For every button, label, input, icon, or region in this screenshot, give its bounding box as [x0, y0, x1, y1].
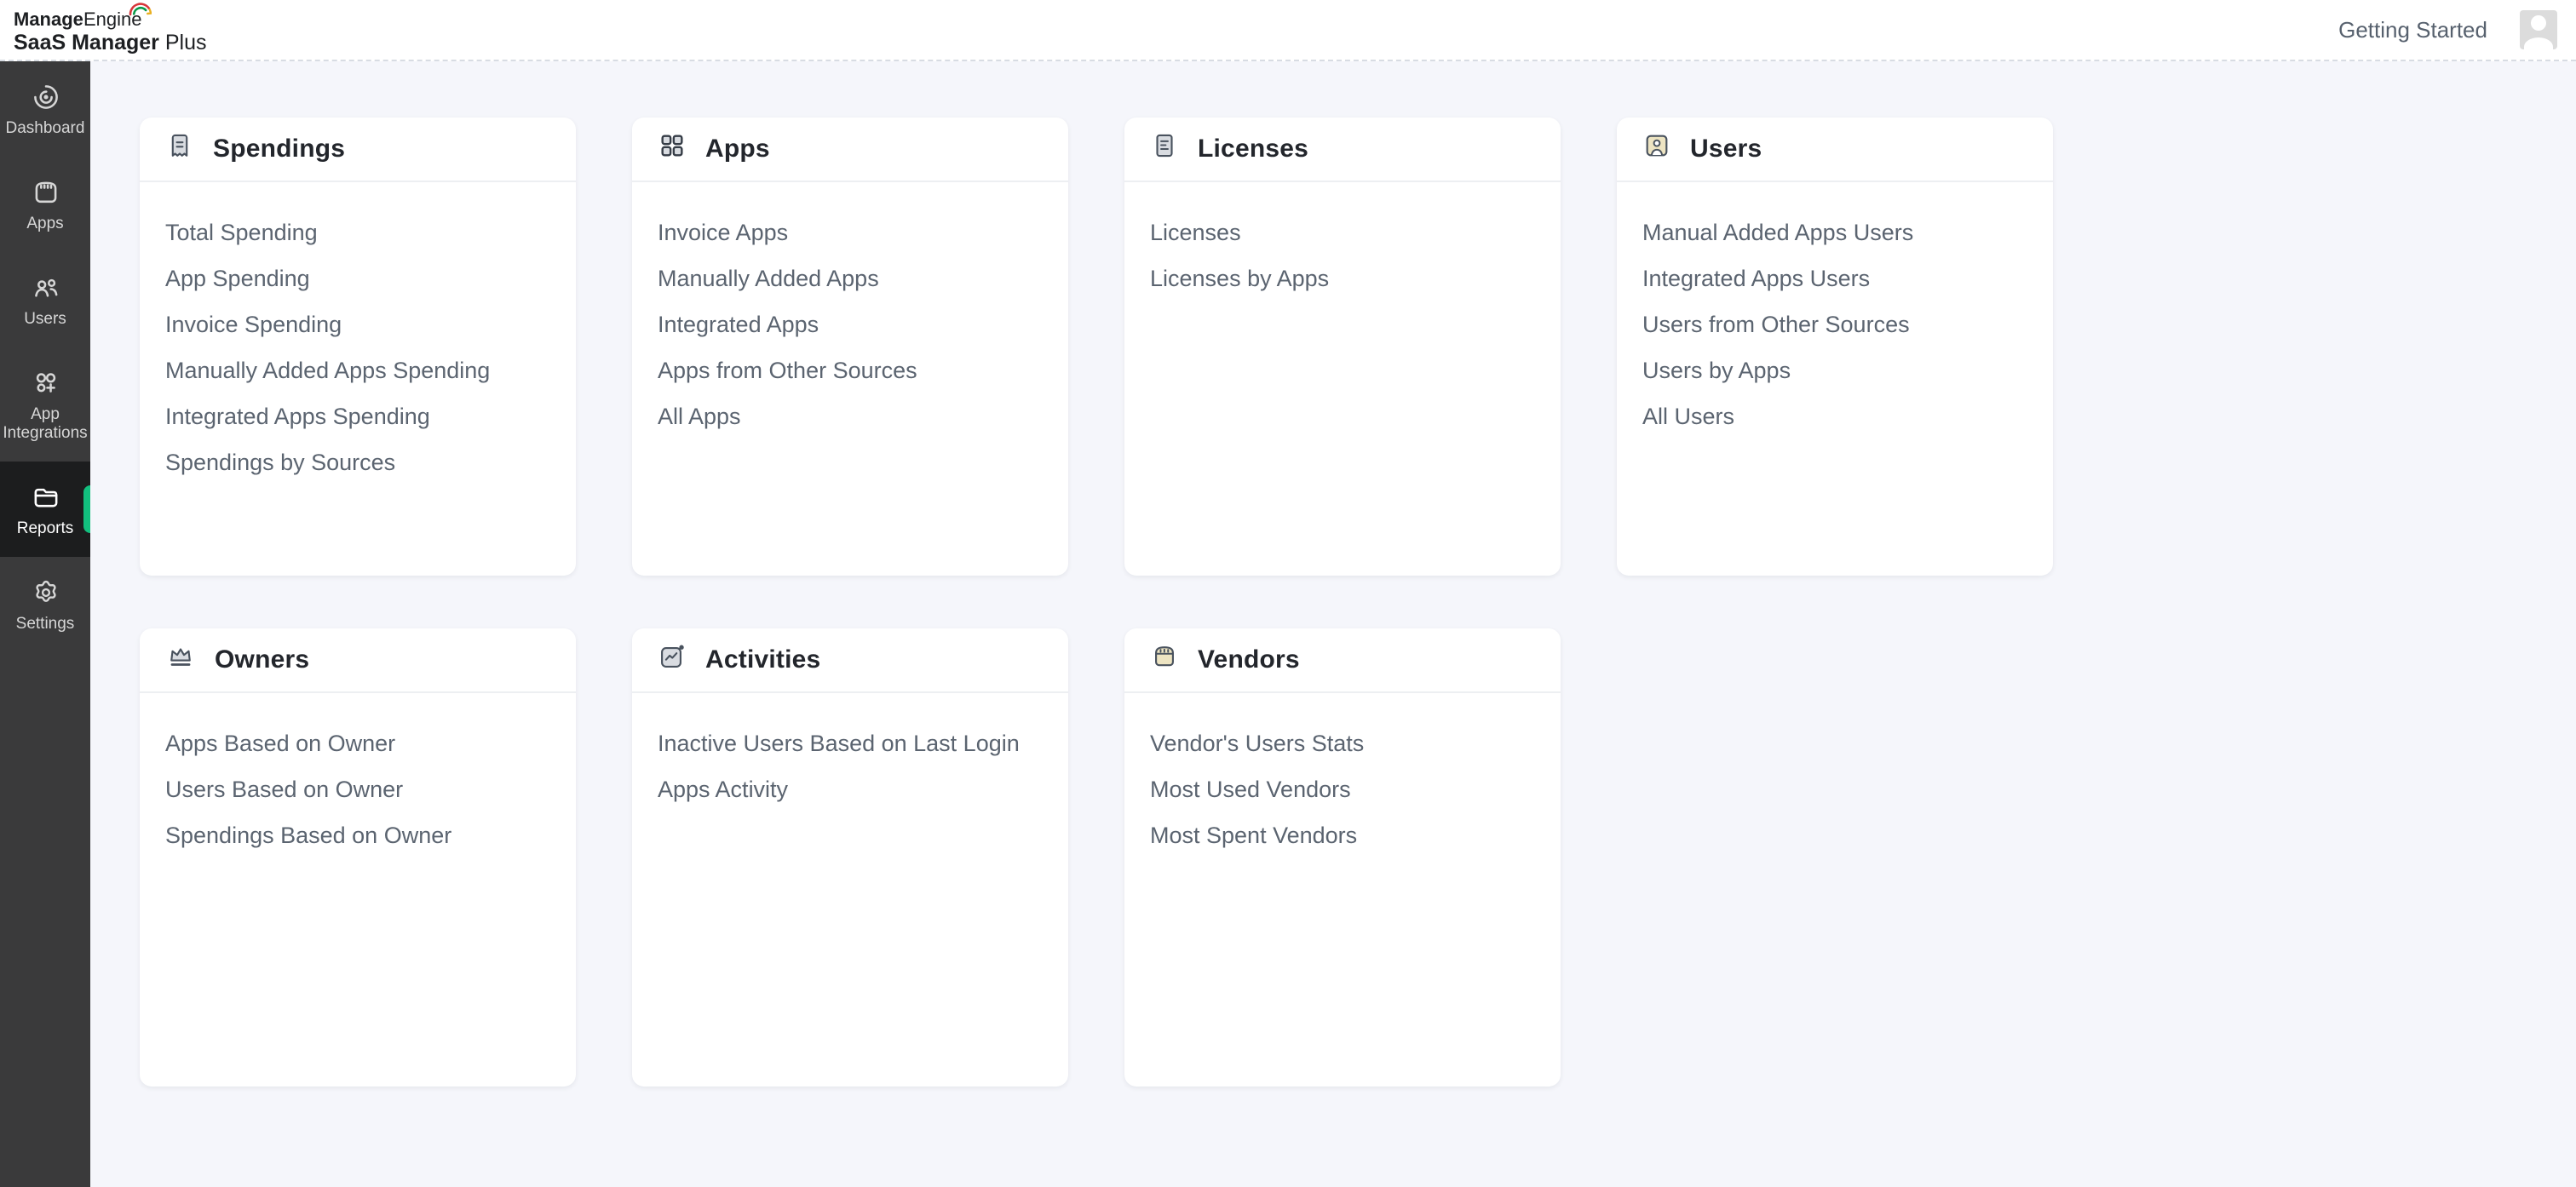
- report-link-apps-from-other-sources[interactable]: Apps from Other Sources: [658, 358, 917, 383]
- report-link-vendor-s-users-stats[interactable]: Vendor's Users Stats: [1150, 731, 1365, 756]
- report-link-manually-added-apps[interactable]: Manually Added Apps: [658, 266, 879, 291]
- active-item-indicator: [83, 485, 90, 533]
- report-link-spendings-based-on-owner[interactable]: Spendings Based on Owner: [165, 823, 452, 848]
- report-card-vendors: Vendors Vendor's Users Stats Most Used Ve…: [1124, 628, 1561, 1087]
- user-avatar[interactable]: [2520, 10, 2557, 49]
- logo-swoosh-icon: [129, 3, 152, 16]
- activity-icon: [658, 641, 687, 679]
- report-link-integrated-apps-spending[interactable]: Integrated Apps Spending: [165, 404, 430, 429]
- settings-gear-icon: [30, 577, 60, 608]
- sidebar-item-label: Apps: [26, 215, 64, 233]
- card-header: Users: [1617, 118, 2053, 182]
- report-link-integrated-apps[interactable]: Integrated Apps: [658, 312, 819, 337]
- report-link-users-by-apps[interactable]: Users by Apps: [1642, 358, 1791, 383]
- card-report-list: Licenses Licenses by Apps: [1124, 182, 1561, 301]
- report-link-integrated-apps-users[interactable]: Integrated Apps Users: [1642, 266, 1871, 291]
- report-card-users: Users Manual Added Apps Users Integrated …: [1617, 118, 2053, 576]
- topbar-right: Getting Started: [2338, 10, 2576, 49]
- product-name: SaaS Manager Plus: [14, 31, 207, 54]
- report-link-licenses-by-apps[interactable]: Licenses by Apps: [1150, 266, 1330, 291]
- report-link-users-based-on-owner[interactable]: Users Based on Owner: [165, 777, 404, 802]
- card-report-list: Apps Based on Owner Users Based on Owner S…: [140, 693, 576, 858]
- report-card-spendings: Spendings Total Spending App Spending Invo…: [140, 118, 576, 576]
- app-integrations-icon: [30, 368, 60, 399]
- grid-icon: [658, 130, 687, 168]
- card-report-list: Inactive Users Based on Last Login Apps A…: [632, 693, 1068, 812]
- report-link-users-from-other-sources[interactable]: Users from Other Sources: [1642, 312, 1910, 337]
- report-card-owners: Owners Apps Based on Owner Users Based on…: [140, 628, 576, 1087]
- report-link-inactive-users-based-on-last-login[interactable]: Inactive Users Based on Last Login: [658, 731, 1020, 756]
- sidebar-item-label: Dashboard: [5, 119, 85, 138]
- user-card-icon: [1642, 130, 1671, 168]
- report-link-all-apps[interactable]: All Apps: [658, 404, 741, 429]
- sidebar-item-settings[interactable]: Settings: [0, 557, 90, 652]
- sidebar-item-label: Users: [24, 310, 66, 329]
- storefront-icon: [1150, 641, 1179, 679]
- report-card-apps: Apps Invoice Apps Manually Added Apps Inte…: [632, 118, 1068, 576]
- reports-folder-icon: [30, 482, 60, 513]
- apps-icon: [30, 177, 60, 208]
- report-link-invoice-apps[interactable]: Invoice Apps: [658, 220, 789, 245]
- card-header: Activities: [632, 628, 1068, 693]
- report-cards-grid: Spendings Total Spending App Spending Invo…: [140, 118, 2576, 1087]
- report-link-manual-added-apps-users[interactable]: Manual Added Apps Users: [1642, 220, 1914, 245]
- users-icon: [30, 272, 60, 303]
- card-report-list: Manual Added Apps Users Integrated Apps U…: [1617, 182, 2053, 439]
- topbar: ManageEngine SaaS Manager Plus Getting S…: [0, 0, 2576, 61]
- report-link-most-used-vendors[interactable]: Most Used Vendors: [1150, 777, 1351, 802]
- card-title: Spendings: [213, 135, 346, 163]
- card-title: Vendors: [1198, 645, 1300, 674]
- card-title: Owners: [215, 645, 310, 674]
- report-link-app-spending[interactable]: App Spending: [165, 266, 310, 291]
- report-card-licenses: Licenses Licenses Licenses by Apps: [1124, 118, 1561, 576]
- sidebar-item-label: Settings: [15, 615, 75, 634]
- card-header: Spendings: [140, 118, 576, 182]
- card-title: Users: [1690, 135, 1762, 163]
- report-link-invoice-spending[interactable]: Invoice Spending: [165, 312, 342, 337]
- report-link-manually-added-apps-spending[interactable]: Manually Added Apps Spending: [165, 358, 491, 383]
- receipt-icon: [165, 130, 194, 168]
- card-title: Licenses: [1198, 135, 1309, 163]
- report-card-activities: Activities Inactive Users Based on Last …: [632, 628, 1068, 1087]
- card-header: Licenses: [1124, 118, 1561, 182]
- card-header: Owners: [140, 628, 576, 693]
- brand-logo[interactable]: ManageEngine SaaS Manager Plus: [0, 3, 207, 54]
- brand-name: ManageEngine: [14, 3, 152, 32]
- document-icon: [1150, 130, 1179, 168]
- report-link-spendings-by-sources[interactable]: Spendings by Sources: [165, 450, 396, 475]
- card-report-list: Invoice Apps Manually Added Apps Integrate…: [632, 182, 1068, 439]
- sidebar-item-users[interactable]: Users: [0, 252, 90, 347]
- card-report-list: Total Spending App Spending Invoice Spendi…: [140, 182, 576, 485]
- sidebar-nav: Dashboard Apps Users App Integrations Re…: [0, 61, 90, 1187]
- reports-page: Spendings Total Spending App Spending Invo…: [90, 61, 2576, 1187]
- sidebar-item-label: App Integrations: [3, 405, 88, 443]
- card-report-list: Vendor's Users Stats Most Used Vendors Mos…: [1124, 693, 1561, 858]
- card-header: Vendors: [1124, 628, 1561, 693]
- card-title: Apps: [705, 135, 770, 163]
- card-header: Apps: [632, 118, 1068, 182]
- report-link-licenses[interactable]: Licenses: [1150, 220, 1241, 245]
- report-link-total-spending[interactable]: Total Spending: [165, 220, 318, 245]
- card-title: Activities: [705, 645, 821, 674]
- sidebar-item-app-integrations[interactable]: App Integrations: [0, 347, 90, 462]
- getting-started-link[interactable]: Getting Started: [2338, 17, 2487, 43]
- sidebar-item-reports[interactable]: Reports: [0, 462, 90, 557]
- report-link-all-users[interactable]: All Users: [1642, 404, 1735, 429]
- report-link-apps-activity[interactable]: Apps Activity: [658, 777, 789, 802]
- sidebar-item-dashboard[interactable]: Dashboard: [0, 61, 90, 157]
- report-link-most-spent-vendors[interactable]: Most Spent Vendors: [1150, 823, 1358, 848]
- sidebar-item-label: Reports: [16, 519, 74, 538]
- report-link-apps-based-on-owner[interactable]: Apps Based on Owner: [165, 731, 396, 756]
- dashboard-icon: [30, 82, 60, 112]
- crown-icon: [165, 641, 196, 679]
- sidebar-item-apps[interactable]: Apps: [0, 157, 90, 252]
